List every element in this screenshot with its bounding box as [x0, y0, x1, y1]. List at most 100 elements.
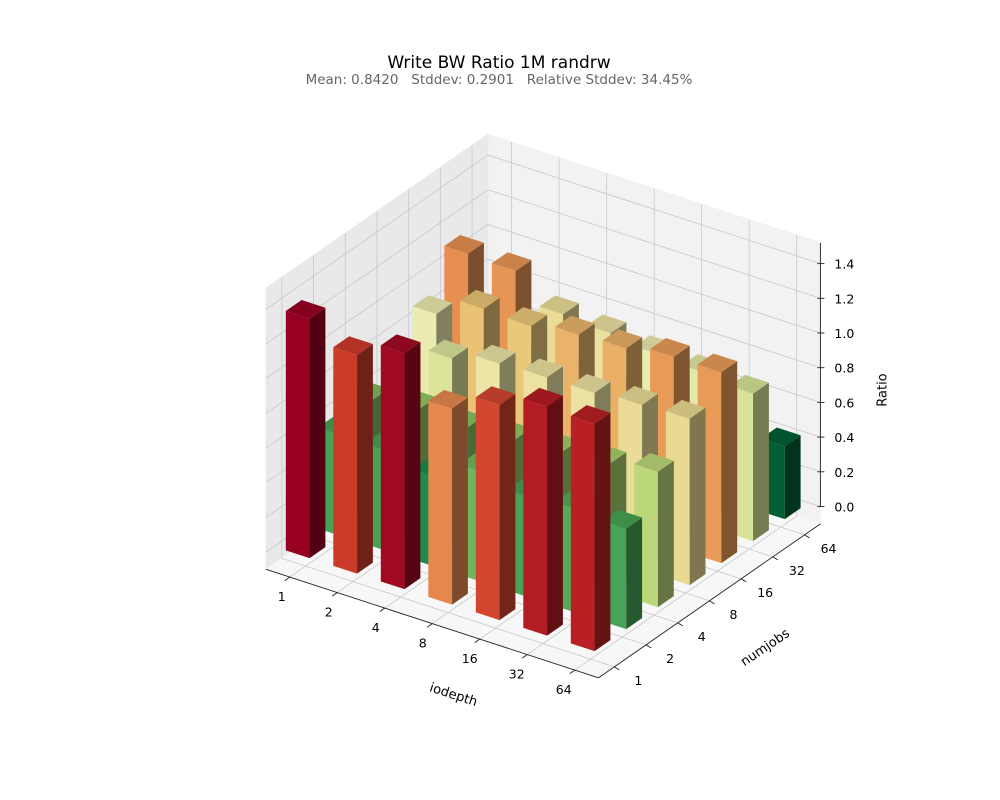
- x-tick-label: 32: [509, 667, 525, 682]
- bar-iodepth-64-numjobs-1: [570, 405, 611, 652]
- bar-top-face: [475, 386, 516, 405]
- y-tick: [614, 666, 620, 671]
- bar-front-face: [333, 347, 358, 574]
- x-tick-label: 8: [419, 636, 427, 651]
- z-tick-label: 0.6: [834, 395, 854, 410]
- bar-top-face: [665, 399, 706, 419]
- y-tick-label: 32: [789, 563, 805, 578]
- bar-front-face: [570, 416, 595, 652]
- x-tick: [474, 638, 481, 643]
- z-tick-label: 1.0: [834, 326, 854, 341]
- bar-top-face: [333, 336, 373, 356]
- bar-iodepth-4-numjobs-1: [380, 334, 421, 590]
- bar-front-face: [523, 398, 548, 636]
- bar-front-face: [380, 345, 405, 590]
- bar-top-face: [650, 338, 690, 357]
- bar-top-face: [539, 295, 579, 315]
- bars-layer: [285, 235, 801, 652]
- y-tick: [677, 622, 683, 627]
- y-tick-label: 2: [666, 651, 674, 666]
- bar-side-face: [547, 395, 563, 636]
- x-axis-label: iodepth: [428, 681, 480, 711]
- y-tick: [709, 600, 715, 605]
- z-tick-label: 1.2: [834, 291, 854, 306]
- z-tick-label: 0.8: [834, 361, 854, 376]
- x-tick-label: 64: [556, 682, 572, 697]
- bar-iodepth-8-numjobs-1: [428, 389, 468, 605]
- bar-side-face: [357, 344, 373, 574]
- bar-side-face: [404, 342, 421, 590]
- bar-front-face: [475, 397, 500, 621]
- x-tick: [426, 623, 433, 628]
- x-tick: [331, 592, 338, 597]
- y-tick: [772, 556, 779, 561]
- bar-top-face: [729, 374, 769, 394]
- bar-side-face: [452, 397, 468, 605]
- bar-side-face: [499, 393, 516, 621]
- z-tick-label: 0.2: [834, 465, 854, 480]
- z-grid-line: [265, 154, 821, 310]
- x-tick: [521, 654, 528, 659]
- bar-top-face: [428, 339, 468, 359]
- z-tick-label: 0.0: [834, 500, 854, 515]
- y-tick-label: 16: [757, 585, 773, 600]
- bar-top-face: [428, 389, 468, 409]
- bar-top-face: [602, 329, 643, 349]
- bar-side-face: [626, 517, 643, 630]
- z-axis-label: Ratio: [875, 373, 890, 406]
- bar-top-face: [380, 334, 421, 354]
- bar-top-face: [602, 509, 643, 529]
- bar-front-face: [428, 400, 453, 605]
- y-tick-label: 8: [729, 607, 737, 622]
- bar-top-face: [697, 353, 738, 373]
- bar-side-face: [784, 435, 801, 520]
- bar-top-face: [634, 453, 674, 472]
- y-tick-label: 1: [634, 673, 642, 688]
- z-tick-label: 1.4: [834, 257, 854, 272]
- bar-iodepth-2-numjobs-1: [333, 336, 373, 574]
- bar-iodepth-32-numjobs-1: [523, 387, 563, 636]
- z-tick-label: 0.4: [834, 430, 854, 445]
- bar-top-face: [491, 252, 532, 272]
- bar-top-face: [460, 289, 500, 309]
- bar-top-face: [523, 358, 563, 378]
- bar-top-face: [412, 295, 453, 314]
- bar-top-face: [761, 427, 801, 447]
- bar-top-face: [285, 299, 326, 319]
- x-tick-label: 4: [372, 620, 380, 635]
- x-grid-line: [574, 235, 798, 671]
- bar-top-face: [523, 387, 563, 407]
- bar-side-face: [689, 407, 706, 586]
- y-tick: [645, 644, 652, 649]
- bar-side-face: [594, 412, 611, 652]
- y-tick: [804, 534, 810, 539]
- x-tick-label: 2: [325, 605, 333, 620]
- bar-top-face: [570, 405, 611, 424]
- bar-front-face: [285, 310, 310, 559]
- y-grid-line: [281, 277, 615, 668]
- chart-title: Write BW Ratio 1M randrw: [387, 53, 610, 73]
- bar-top-face: [570, 374, 611, 393]
- bar-top-face: [444, 235, 484, 254]
- bar-top-face: [475, 344, 516, 364]
- y-tick-label: 4: [698, 629, 706, 644]
- x-tick: [379, 607, 386, 612]
- bar-top-face: [555, 315, 595, 335]
- bar-side-face: [309, 307, 326, 559]
- y-tick-label: 64: [821, 541, 837, 556]
- chart-subtitle: Mean: 0.8420 Stddev: 0.2901 Relative Std…: [306, 72, 693, 88]
- z-grid-line: [265, 189, 821, 345]
- x-tick-label: 1: [278, 589, 286, 604]
- x-tick-label: 16: [462, 651, 478, 666]
- bar-iodepth-1-numjobs-1: [285, 299, 326, 559]
- tick-labels: 1 2 4 8 16 32 64 1 2 4 8 16 32 64 0.0 0.2 0.4 0.6 0.8 1.0 1.…: [278, 257, 855, 697]
- bar-side-face: [657, 460, 674, 608]
- y-tick: [740, 578, 747, 583]
- x-tick: [284, 576, 291, 581]
- bar-iodepth-16-numjobs-1: [475, 386, 516, 621]
- bar-top-face: [586, 314, 627, 334]
- x-tick: [569, 669, 576, 674]
- bar-top-face: [618, 386, 658, 405]
- bar-top-face: [507, 307, 548, 326]
